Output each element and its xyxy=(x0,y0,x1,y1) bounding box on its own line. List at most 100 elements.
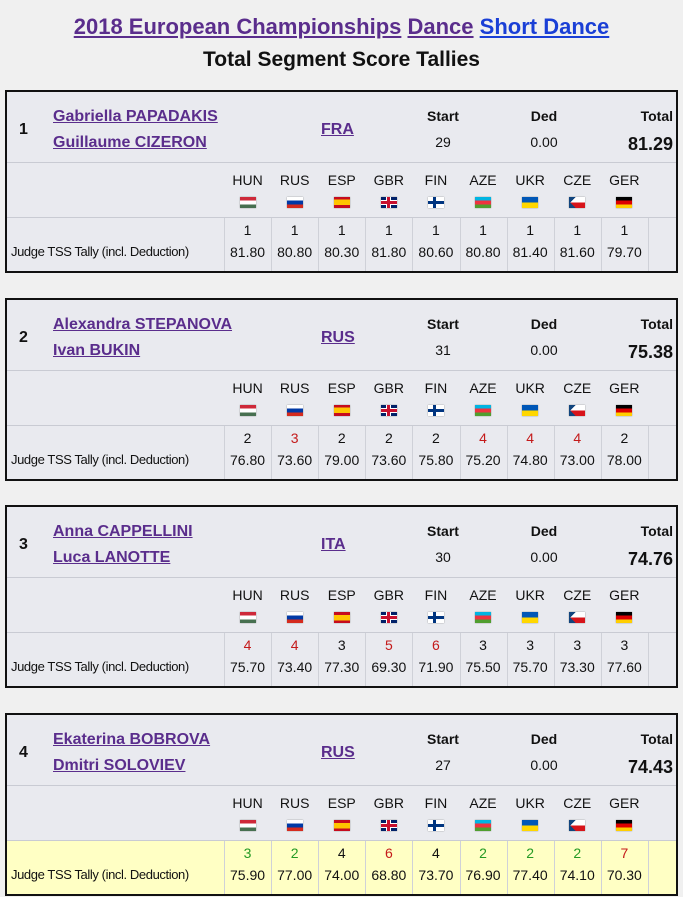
judge-nation: HUN xyxy=(232,379,263,396)
judge-nation: CZE xyxy=(563,794,592,811)
judge-rank: 4 xyxy=(573,429,582,446)
flag-icon xyxy=(569,612,586,623)
column-separator xyxy=(647,633,649,686)
judge-rank: 6 xyxy=(432,637,440,653)
skater-name[interactable]: Dmitri SOLOVIEV xyxy=(53,756,186,774)
deduction: 0.00 xyxy=(530,756,558,773)
judge-rank: 2 xyxy=(432,429,440,446)
column-separator xyxy=(600,633,602,686)
judge-rank: 4 xyxy=(243,637,252,653)
nation[interactable]: FRA xyxy=(321,121,354,138)
column-separator xyxy=(365,633,367,686)
nation[interactable]: RUS xyxy=(321,328,355,346)
deduction: 0.00 xyxy=(530,134,558,150)
judge-rank: 3 xyxy=(337,637,346,653)
row-separator xyxy=(7,217,676,218)
judge-rank: 3 xyxy=(479,637,487,653)
judge-score: 75.70 xyxy=(230,659,266,675)
judge-rank: 4 xyxy=(526,429,535,446)
flag-icon xyxy=(286,197,303,208)
judge-score: 74.10 xyxy=(559,866,595,883)
column-separator xyxy=(600,840,602,894)
judge-score: 81.40 xyxy=(512,244,548,260)
flag-icon xyxy=(333,819,350,831)
row-separator xyxy=(7,632,676,633)
judge-nation: ESP xyxy=(327,379,356,396)
judge-score: 68.80 xyxy=(371,866,407,883)
judge-rank: 2 xyxy=(526,844,535,861)
column-separator xyxy=(224,218,225,271)
nation[interactable]: RUS xyxy=(321,743,355,761)
judge-rank: 2 xyxy=(573,844,582,861)
segment-link[interactable]: Short Dance xyxy=(479,14,610,39)
judge-score: 73.40 xyxy=(277,659,313,675)
tally-label: Judge TSS Tally (incl. Deduction) xyxy=(11,451,189,467)
skater-name[interactable]: Ivan BUKIN xyxy=(53,341,141,359)
column-separator xyxy=(271,218,273,271)
row-separator xyxy=(7,577,676,578)
flag-icon xyxy=(569,404,586,416)
judge-nation: GBR xyxy=(373,587,405,603)
nation[interactable]: ITA xyxy=(321,536,346,553)
column-separator xyxy=(506,633,508,686)
judge-score: 69.30 xyxy=(371,659,407,675)
judge-rank: 2 xyxy=(479,844,487,861)
judge-score: 76.80 xyxy=(230,451,266,468)
judge-nation: FIN xyxy=(424,172,448,188)
judge-score: 77.60 xyxy=(606,659,642,675)
column-separator xyxy=(271,633,273,686)
column-separator xyxy=(459,425,461,479)
judge-nation: GER xyxy=(609,794,640,811)
judge-nation: CZE xyxy=(563,172,592,188)
start-label: Start xyxy=(427,523,459,539)
judge-nation: UKR xyxy=(515,379,545,396)
ded-label: Ded xyxy=(530,108,558,124)
judge-score: 81.80 xyxy=(230,244,266,260)
total-label: Total xyxy=(640,108,673,124)
column-separator xyxy=(553,218,555,271)
skater-name[interactable]: Ekaterina BOBROVA xyxy=(53,730,211,748)
skater-name[interactable]: Luca LANOTTE xyxy=(53,549,171,566)
column-separator xyxy=(553,425,555,479)
event-link[interactable]: 2018 European Championships xyxy=(73,14,402,39)
discipline-link[interactable]: Dance xyxy=(407,14,474,39)
judge-score: 79.70 xyxy=(606,244,642,260)
skater-name[interactable]: Gabriella PAPADAKIS xyxy=(53,108,218,125)
flag-icon xyxy=(380,404,397,416)
judge-rank: 3 xyxy=(243,844,252,861)
flag-icon xyxy=(380,612,397,623)
judge-nation: AZE xyxy=(469,379,497,396)
judge-score: 77.40 xyxy=(512,866,548,883)
column-separator xyxy=(412,218,414,271)
judge-nation: HUN xyxy=(232,172,263,188)
flag-icon xyxy=(427,197,444,208)
judge-score: 74.00 xyxy=(324,866,360,883)
judge-score: 73.70 xyxy=(418,866,454,883)
skater-name[interactable]: Alexandra STEPANOVA xyxy=(53,315,233,333)
flag-icon xyxy=(616,612,633,623)
judge-score: 70.30 xyxy=(606,866,642,883)
column-separator xyxy=(412,633,414,686)
judge-score: 73.60 xyxy=(277,451,313,468)
column-separator xyxy=(271,840,273,894)
rank: 2 xyxy=(19,328,28,346)
flag-icon xyxy=(475,197,492,208)
judge-nation: CZE xyxy=(563,379,592,396)
skater-name[interactable]: Guillaume CIZERON xyxy=(53,134,207,151)
column-separator xyxy=(318,425,320,479)
column-separator xyxy=(318,840,320,894)
judge-nation: FIN xyxy=(424,379,448,396)
judge-score: 77.30 xyxy=(324,659,360,675)
judge-nation: GER xyxy=(609,587,640,603)
column-separator xyxy=(647,840,649,894)
highlight-row xyxy=(7,840,676,894)
judge-score: 76.90 xyxy=(465,866,501,883)
judge-score: 80.80 xyxy=(465,244,501,260)
judge-rank: 1 xyxy=(620,222,629,238)
column-separator xyxy=(224,633,225,686)
flag-icon xyxy=(569,819,586,831)
flag-icon xyxy=(522,819,539,831)
skater-name[interactable]: Anna CAPPELLINI xyxy=(53,523,193,540)
judge-rank: 2 xyxy=(620,429,629,446)
column-separator xyxy=(600,218,602,271)
